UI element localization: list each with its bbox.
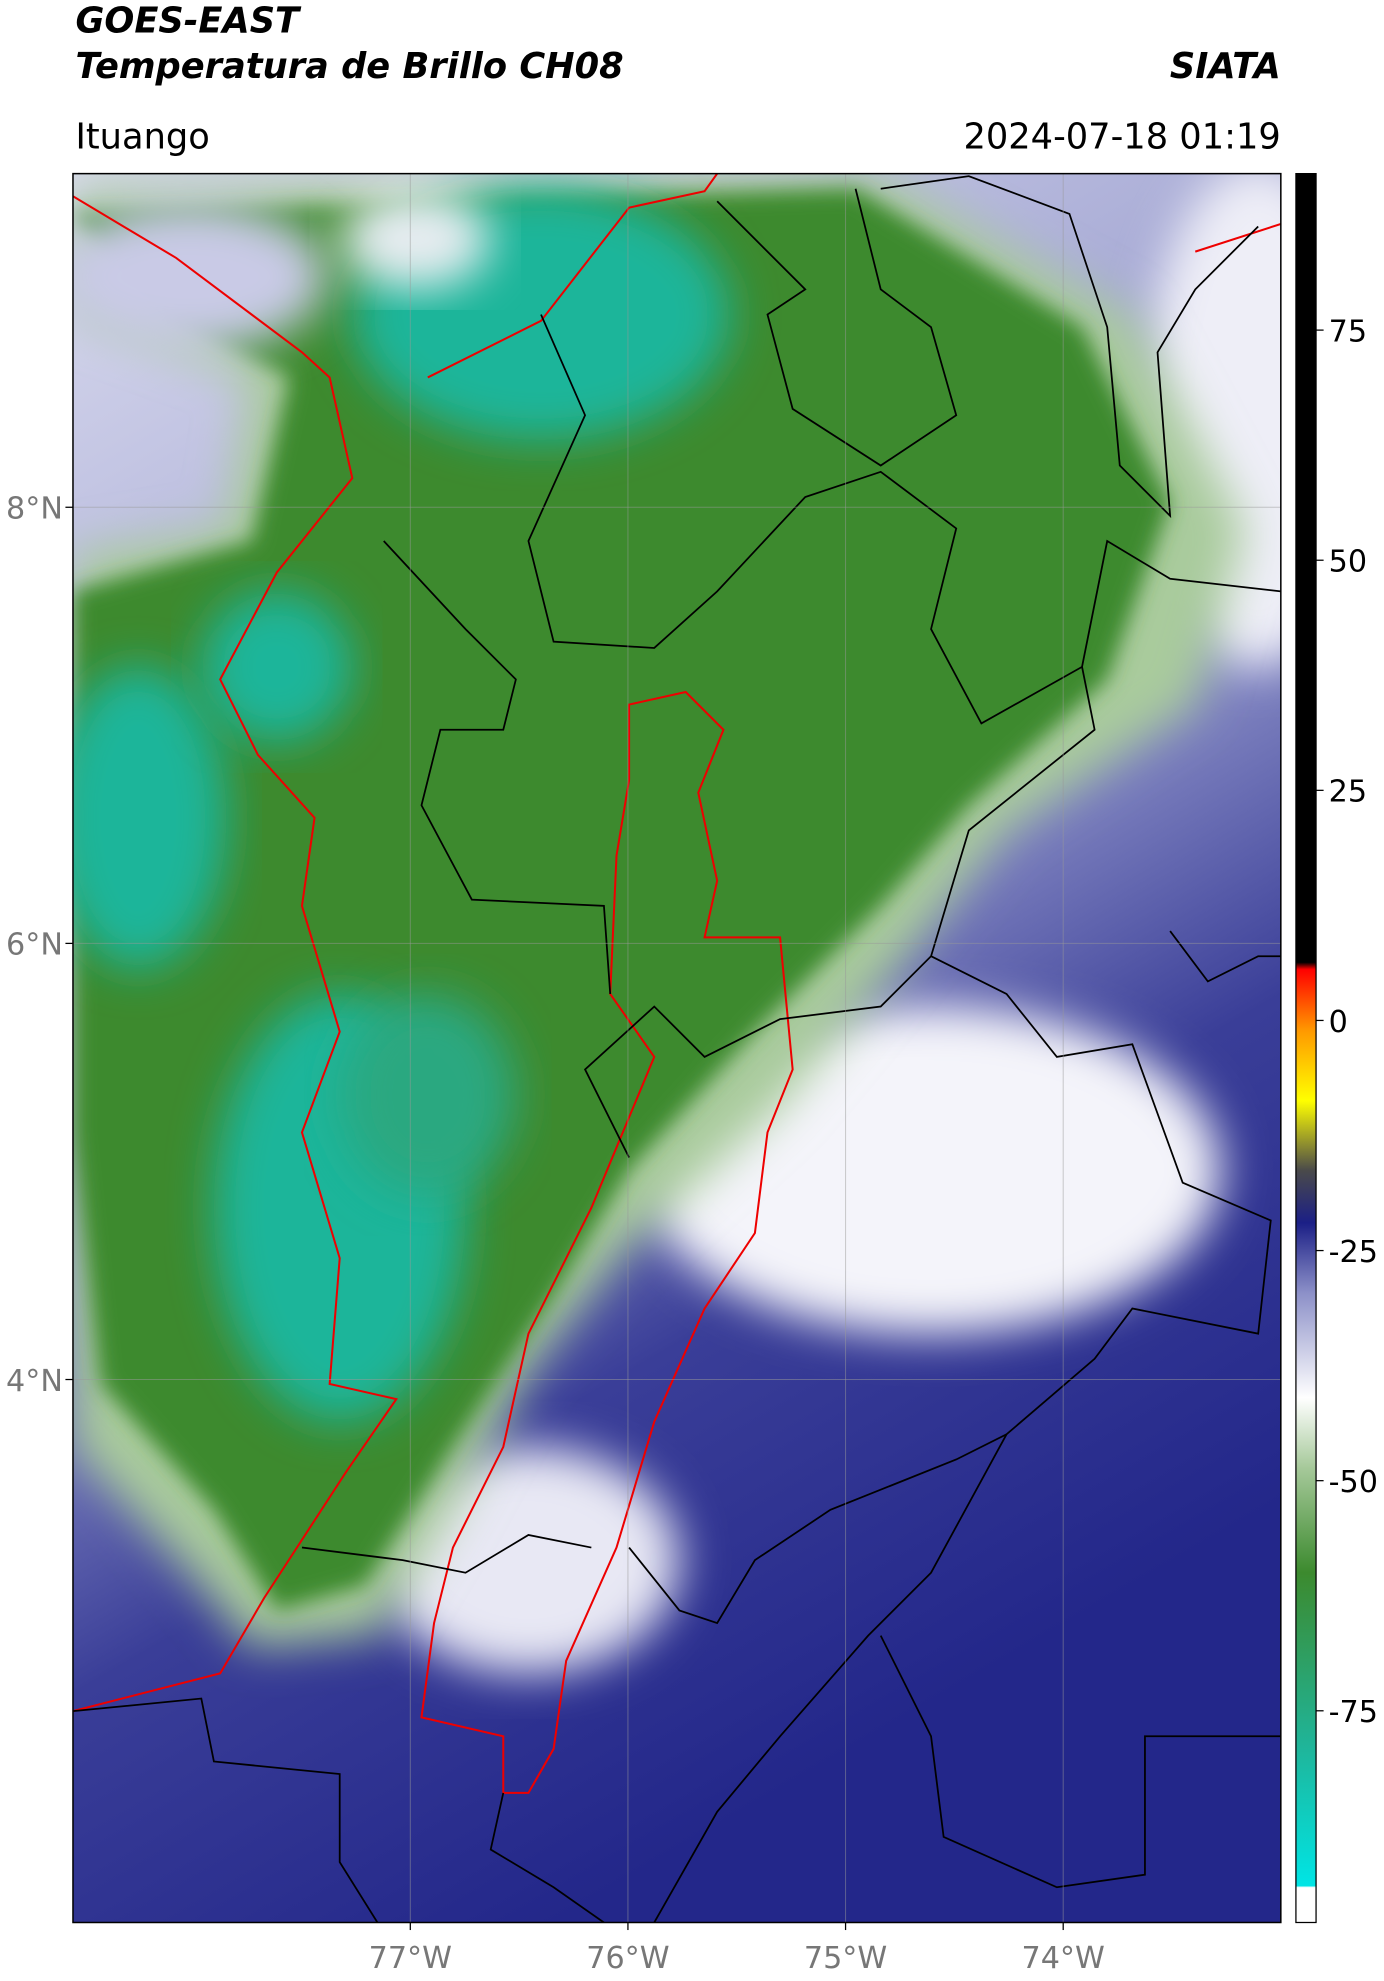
colorbar-tick-label: 50 [1329, 545, 1367, 580]
colorbar-tick-label: -25 [1329, 1235, 1378, 1270]
colorbar [1295, 172, 1317, 1924]
colorbar-tick-label: -75 [1329, 1695, 1378, 1730]
datetime: 2024-07-18 01:19 [963, 116, 1280, 157]
subtitle: Temperatura de Brillo CH08 [75, 46, 623, 87]
lon-tick-label: 74°W [1022, 1941, 1105, 1976]
location: Ituango [75, 116, 209, 157]
lon-tick-label: 77°W [369, 1941, 452, 1976]
map-image [72, 173, 1281, 1923]
map-frame [72, 172, 1282, 1924]
colorbar-tick-label: 0 [1329, 1005, 1348, 1040]
map-grid [72, 173, 1281, 1923]
lat-tick-label: 6°N [6, 928, 63, 963]
colorbar-tick-label: 25 [1329, 775, 1367, 810]
lat-tick-label: 4°N [6, 1364, 63, 1399]
colorbar-tick-label: -50 [1329, 1465, 1378, 1500]
lat-tick-label: 8°N [6, 492, 63, 527]
title: GOES-EAST [75, 1, 302, 42]
source: SIATA [1170, 46, 1281, 87]
lon-tick-label: 75°W [804, 1941, 887, 1976]
lon-tick-label: 76°W [586, 1941, 669, 1976]
colorbar-tick-label: 75 [1329, 314, 1367, 349]
